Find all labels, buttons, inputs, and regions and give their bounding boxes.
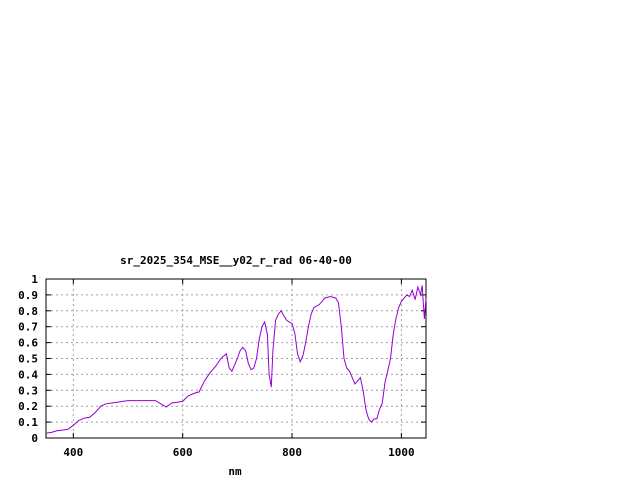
x-axis: 400 600 800 1000 [63, 279, 415, 459]
series-line [45, 285, 427, 434]
y-tick-label: 0.5 [18, 353, 38, 366]
y-tick-label: 0.3 [18, 384, 38, 397]
y-tick-label: 0.9 [18, 289, 38, 302]
x-tick-label: 400 [63, 446, 83, 459]
y-tick-label: 0.7 [18, 321, 38, 334]
x-tick-label: 600 [173, 446, 193, 459]
x-tick-label: 1000 [388, 446, 415, 459]
y-tick-label: 0.1 [18, 416, 38, 429]
chart-title: sr_2025_354_MSE__y02_r_rad 06-40-00 [120, 254, 352, 267]
y-tick-label: 0.2 [18, 400, 38, 413]
y-tick-label: 0.4 [18, 368, 38, 381]
grid [46, 279, 426, 438]
x-axis-label: nm [228, 465, 242, 478]
y-tick-label: 0.8 [18, 305, 38, 318]
y-tick-label: 0.6 [18, 337, 38, 350]
y-tick-label: 1 [31, 273, 38, 286]
x-tick-label: 800 [282, 446, 302, 459]
y-tick-label: 0 [31, 432, 38, 445]
y-axis: 0 0.1 0.2 0.3 0.4 0.5 0.6 0.7 0.8 0.9 1 [18, 273, 426, 445]
